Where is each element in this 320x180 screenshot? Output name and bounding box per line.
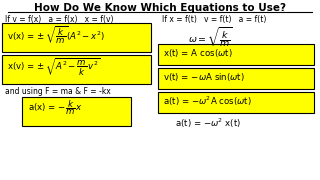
Text: How Do We Know Which Equations to Use?: How Do We Know Which Equations to Use?	[34, 3, 286, 13]
FancyBboxPatch shape	[2, 55, 150, 84]
FancyBboxPatch shape	[157, 44, 314, 64]
Text: a(t) = $-\omega^2$ x(t): a(t) = $-\omega^2$ x(t)	[175, 117, 241, 130]
FancyBboxPatch shape	[2, 22, 150, 51]
Text: $\omega = \sqrt{\dfrac{k}{m}}$: $\omega = \sqrt{\dfrac{k}{m}}$	[188, 25, 233, 49]
Text: x(v) = $\pm\,\sqrt{A^2 - \dfrac{m}{k}\,v^2}$: x(v) = $\pm\,\sqrt{A^2 - \dfrac{m}{k}\,v…	[7, 56, 100, 77]
FancyBboxPatch shape	[157, 68, 314, 89]
Text: If x = f(t)   v = f(t)   a = f(t): If x = f(t) v = f(t) a = f(t)	[162, 15, 266, 24]
Text: and using F = ma & F = -kx: and using F = ma & F = -kx	[5, 87, 111, 96]
Text: If v = f(x)   a = f(x)   x = f(v): If v = f(x) a = f(x) x = f(v)	[5, 15, 114, 24]
Text: a(t) = $-\omega^2$A cos($\omega$t): a(t) = $-\omega^2$A cos($\omega$t)	[163, 95, 252, 108]
Text: v(t) = $-\omega$A sin($\omega$t): v(t) = $-\omega$A sin($\omega$t)	[163, 71, 245, 83]
Text: a(x) = $-\dfrac{k}{m}\,x$: a(x) = $-\dfrac{k}{m}\,x$	[28, 98, 83, 117]
FancyBboxPatch shape	[21, 96, 131, 125]
Text: x(t) = A cos($\omega$t): x(t) = A cos($\omega$t)	[163, 47, 233, 59]
FancyBboxPatch shape	[157, 91, 314, 112]
Text: v(x) = $\pm\,\sqrt{\dfrac{k}{m}}(A^2 - x^2)$: v(x) = $\pm\,\sqrt{\dfrac{k}{m}}(A^2 - x…	[7, 24, 105, 45]
